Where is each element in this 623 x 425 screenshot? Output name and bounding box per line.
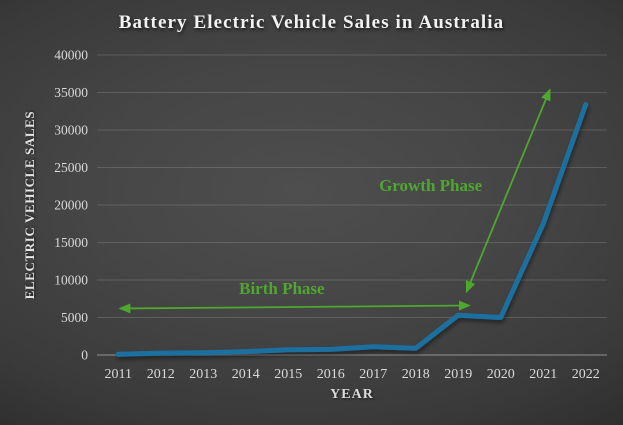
x-tick-label: 2012 [147, 367, 175, 382]
x-tick-label: 2017 [359, 367, 387, 382]
x-tick-label: 2020 [487, 367, 515, 382]
growth-phase-arrow [465, 88, 551, 294]
y-tick-label: 5000 [61, 310, 88, 325]
y-tick-label: 25000 [54, 160, 88, 175]
y-tick-label: 40000 [54, 48, 88, 63]
x-tick-label: 2015 [274, 367, 302, 382]
x-tick-label: 2019 [444, 367, 472, 382]
y-tick-label: 0 [81, 348, 88, 363]
y-tick-label: 15000 [54, 235, 88, 250]
y-tick-label: 30000 [54, 123, 88, 138]
x-tick-label: 2014 [232, 367, 260, 382]
x-tick-label: 2018 [402, 367, 430, 382]
x-tick-label: 2011 [105, 367, 132, 382]
sales-line [115, 102, 589, 357]
x-tick-label: 2016 [317, 367, 345, 382]
y-tick-label: 35000 [54, 85, 88, 100]
x-axis-title: YEAR [330, 387, 374, 402]
chart-title: Battery Electric Vehicle Sales in Austra… [118, 12, 505, 33]
y-tick-label: 20000 [54, 198, 88, 213]
x-tick-label: 2022 [572, 367, 600, 382]
x-tick-label: 2021 [529, 367, 557, 382]
birth-phase-arrow [118, 300, 471, 314]
birth-phase-label: Birth Phase [239, 279, 325, 298]
y-tick-label: 10000 [54, 273, 88, 288]
growth-phase-label: Growth Phase [379, 176, 483, 195]
x-tick-label: 2013 [189, 367, 217, 382]
